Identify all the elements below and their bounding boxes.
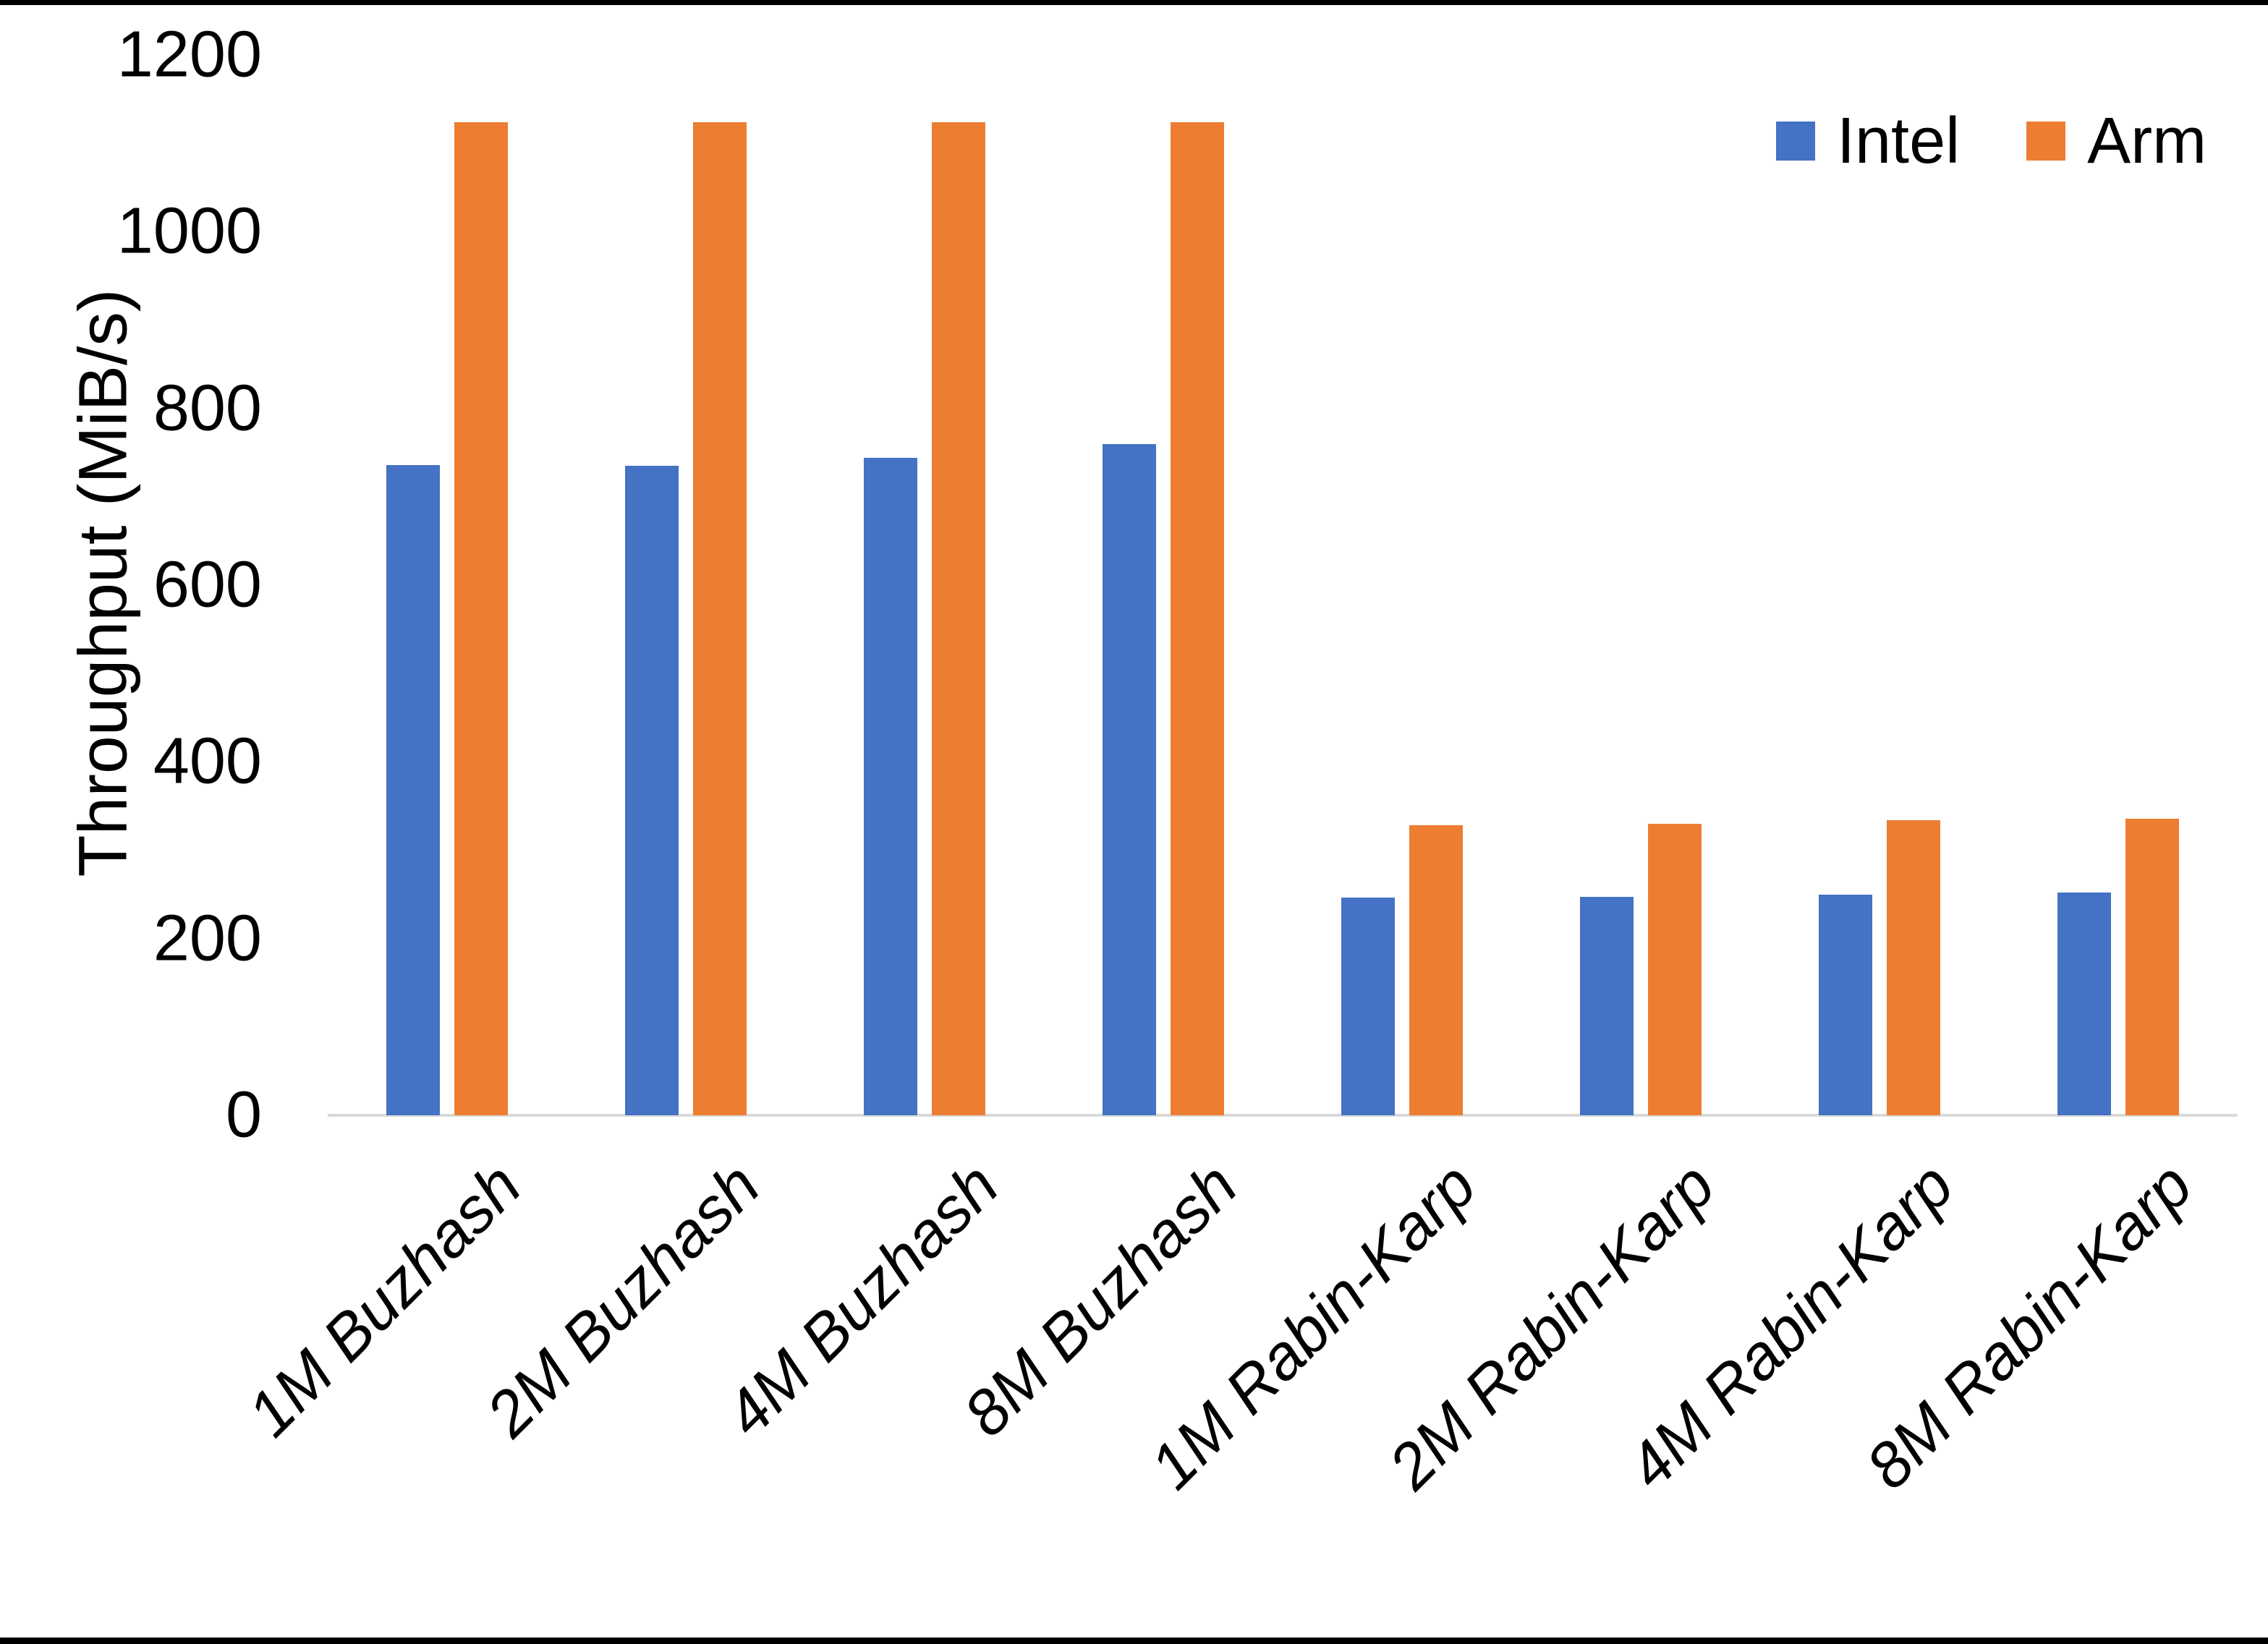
bar-intel-8m-rabin-karp — [2057, 893, 2111, 1115]
bottom-edge-rule — [0, 1637, 2268, 1644]
bar-intel-1m-rabin-karp — [1341, 898, 1395, 1115]
legend-swatch-intel — [1776, 122, 1815, 161]
bar-arm-8m-buzhash — [1171, 122, 1224, 1115]
category-label-1m-buzhash: 1M Buzhash — [233, 1149, 535, 1450]
bar-arm-1m-rabin-karp — [1409, 825, 1463, 1115]
legend-item-arm: Arm — [2026, 108, 2207, 174]
bar-arm-1m-buzhash — [454, 122, 508, 1115]
legend-label-intel: Intel — [1837, 105, 1961, 177]
y-tick-label-200: 200 — [153, 902, 262, 975]
top-edge-rule — [0, 0, 2268, 5]
y-tick-label-600: 600 — [153, 548, 262, 621]
bar-intel-2m-rabin-karp — [1580, 897, 1634, 1115]
y-tick-label-800: 800 — [153, 372, 262, 445]
y-tick-label-1000: 1000 — [116, 195, 262, 268]
bar-intel-4m-buzhash — [864, 458, 917, 1115]
bar-arm-4m-rabin-karp — [1887, 820, 1940, 1115]
bar-intel-1m-buzhash — [386, 465, 440, 1115]
bar-intel-2m-buzhash — [625, 466, 679, 1115]
y-tick-label-400: 400 — [153, 725, 262, 798]
y-axis-title: Throughput (MiB/s) — [64, 289, 142, 877]
bar-intel-8m-buzhash — [1103, 444, 1156, 1115]
x-axis-line — [328, 1114, 2238, 1117]
bar-arm-2m-buzhash — [693, 122, 747, 1115]
bar-arm-8m-rabin-karp — [2125, 819, 2179, 1115]
bar-arm-4m-buzhash — [932, 122, 985, 1115]
bar-arm-2m-rabin-karp — [1648, 824, 1702, 1115]
y-tick-label-0: 0 — [225, 1078, 262, 1151]
y-tick-label-1200: 1200 — [116, 18, 262, 91]
legend-label-arm: Arm — [2087, 105, 2207, 177]
legend-swatch-arm — [2026, 122, 2066, 161]
legend-item-intel: Intel — [1776, 108, 1960, 174]
legend: Intel Arm — [1776, 108, 2207, 174]
bar-intel-4m-rabin-karp — [1819, 895, 1872, 1115]
